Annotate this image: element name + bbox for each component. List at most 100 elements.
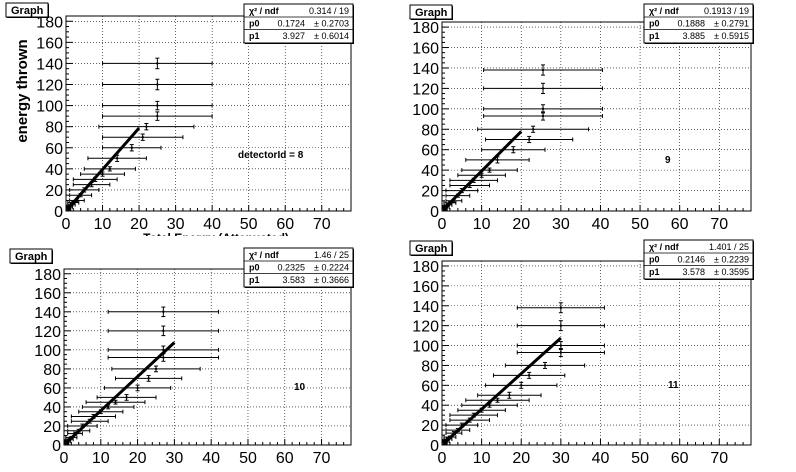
stat-chi2-value: 0.1913 / 19: [704, 6, 749, 16]
x-tick-label: 50: [631, 450, 649, 467]
stat-p1-value: 3.578: [682, 267, 705, 277]
stat-p1-error: ± 0.6014: [314, 31, 349, 41]
y-tick-label: 80: [421, 358, 439, 375]
data-point: [156, 114, 159, 118]
y-tick-label: 160: [412, 279, 439, 296]
x-tick-label: 40: [592, 450, 610, 467]
data-point: [559, 344, 563, 347]
stats-box: [243, 247, 354, 288]
x-tick-label: 70: [710, 216, 728, 233]
x-tick-label: 20: [129, 450, 147, 467]
x-tick-label: 70: [313, 450, 331, 467]
y-tick-label: 60: [45, 141, 63, 158]
y-tick-label: 120: [36, 78, 63, 95]
fit-line: [66, 127, 141, 210]
chart-panel-4: 0 10 20 30 40 50 60 70 0 20 40 60 80 100 120 140 160 180 G…: [398, 236, 796, 472]
y-tick-label: 20: [421, 184, 439, 201]
plot-frame: [441, 21, 752, 212]
detector-annotation: detectorId = 8: [238, 150, 304, 161]
x-tick-label: 10: [473, 450, 491, 467]
y-tick-label: 80: [421, 122, 439, 139]
data-point: [101, 172, 104, 176]
stat-chi2-value: 1.46 / 25: [314, 250, 349, 260]
x-tick-label: 20: [512, 450, 530, 467]
y-tick-label: 180: [412, 259, 439, 276]
y-tick-label: 180: [34, 267, 61, 284]
x-tick-label: 0: [438, 450, 447, 467]
stat-p0-error: ± 0.2703: [314, 19, 349, 29]
x-tick-label: 10: [473, 216, 491, 233]
data-point: [162, 329, 165, 333]
stat-p0-error: ± 0.2224: [314, 263, 349, 273]
data-point: [156, 104, 159, 107]
y-tick-label: 180: [36, 14, 63, 31]
x-tick-label: 20: [512, 216, 530, 233]
stat-p1-error: ± 0.3666: [314, 275, 349, 285]
chart-panel-2: 0 10 20 30 40 50 60 70 0 20 40 60 80 100 120 140 160 180G…: [398, 0, 796, 236]
y-tick-label: 40: [421, 163, 439, 180]
data-point: [145, 125, 148, 128]
stat-chi2-label: χ² / ndf: [249, 6, 280, 16]
x-tick-label: 0: [60, 450, 69, 467]
stat-p0-value: 0.2146: [677, 255, 705, 265]
stat-p0-value: 0.1724: [277, 19, 305, 29]
y-tick-label: 160: [36, 35, 63, 52]
data-point: [130, 146, 133, 149]
stats-box: [643, 3, 754, 44]
stat-p1-value: 3.583: [282, 275, 305, 285]
stats-box: [243, 3, 354, 44]
title-box: [9, 248, 53, 264]
x-tick-label: 50: [239, 450, 257, 467]
stat-chi2-label: χ² / ndf: [249, 250, 280, 260]
data-point: [496, 158, 499, 162]
stat-chi2-value: 1.401 / 25: [709, 242, 749, 252]
y-tick-label: 100: [36, 99, 63, 116]
y-tick-label: 120: [412, 81, 439, 98]
x-tick-label: 0: [62, 216, 71, 233]
data-point: [508, 394, 511, 397]
stat-p0-value: 0.2325: [277, 263, 305, 273]
chart-panel-1: 010203040506070020406080100120140160180T…: [0, 0, 398, 245]
x-tick-label: 70: [710, 450, 728, 467]
stats-box: [643, 239, 754, 280]
x-tick-label: 30: [552, 450, 570, 467]
chart-title: Graph: [415, 243, 448, 255]
y-tick-label: 100: [412, 102, 439, 119]
y-tick-label: 140: [36, 56, 63, 73]
stat-chi2-value: 0.314 / 19: [309, 6, 349, 16]
x-tick-label: 0: [438, 216, 447, 233]
data-point: [480, 174, 483, 177]
y-tick-label: 40: [421, 398, 439, 415]
data-point: [527, 374, 531, 377]
x-tick-label: 60: [671, 216, 689, 233]
x-tick-label: 50: [631, 216, 649, 233]
y-tick-label: 60: [43, 381, 61, 398]
data-point: [520, 384, 523, 387]
y-tick-label: 80: [45, 120, 63, 137]
detector-annotation: 11: [668, 380, 679, 391]
data-point: [125, 396, 128, 399]
y-tick-label: 20: [421, 418, 439, 435]
stat-p1-value: 3.927: [282, 31, 305, 41]
chart-title: Graph: [415, 7, 448, 19]
chart-title: Graph: [15, 251, 48, 263]
y-axis-title: energy thrown: [14, 39, 31, 142]
fit-line: [442, 130, 523, 210]
plot-frame: [65, 15, 352, 212]
data-point: [115, 157, 119, 160]
y-tick-label: 140: [34, 305, 61, 322]
stat-p1-label: p1: [649, 267, 660, 277]
stat-p0-label: p0: [249, 263, 260, 273]
data-point: [141, 136, 144, 139]
y-tick-label: 140: [412, 61, 439, 78]
x-tick-label: 30: [552, 216, 570, 233]
x-tick-label: 60: [276, 216, 294, 233]
data-point: [559, 324, 563, 327]
title-box: [409, 4, 453, 20]
y-tick-label: 0: [52, 438, 61, 455]
chart-panel-3: 0 10 20 30 40 50 60 70 0 20 40 60 80 100 120 140 160 180 G…: [0, 236, 398, 472]
y-tick-label: 100: [412, 339, 439, 356]
x-tick-label: 70: [313, 216, 331, 233]
data-point: [136, 386, 139, 390]
y-tick-label: 20: [43, 419, 61, 436]
